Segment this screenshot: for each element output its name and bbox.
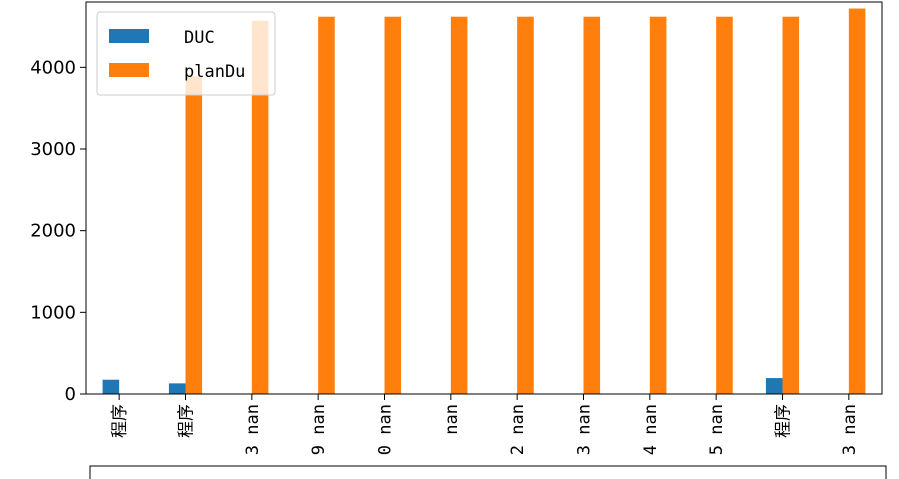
x-tick-label: 程序 bbox=[774, 404, 794, 438]
bar-plandu-8 bbox=[649, 16, 667, 394]
y-tick-label: 1000 bbox=[30, 302, 76, 323]
x-tick-label: 3 nan bbox=[840, 404, 860, 455]
bar-plandu-1 bbox=[185, 76, 203, 395]
bar-plandu-11 bbox=[848, 8, 866, 395]
x-tick-label: nan bbox=[442, 404, 462, 435]
y-tick-label: 4000 bbox=[30, 57, 76, 78]
bar-plandu-7 bbox=[583, 16, 601, 394]
legend-label-duc: DUC bbox=[184, 28, 215, 48]
bar-duc-10 bbox=[765, 378, 783, 394]
bar-plandu-2 bbox=[251, 20, 269, 395]
bars-group bbox=[102, 8, 866, 395]
x-tick-label: 3 nan bbox=[243, 404, 263, 455]
plot-frame bbox=[85, 1, 883, 395]
bar-duc-0 bbox=[102, 379, 120, 394]
x-tick-label: 0 nan bbox=[376, 404, 396, 455]
bar-plandu-10 bbox=[782, 16, 800, 394]
x-tick-label: 2 nan bbox=[508, 404, 528, 455]
legend-swatch-duc bbox=[109, 29, 149, 43]
x-tick-label: 4 nan bbox=[641, 404, 661, 455]
x-tick-label: 程序 bbox=[177, 404, 197, 438]
legend-swatch-plandu bbox=[109, 63, 149, 77]
x-tick-label: 3 nan bbox=[575, 404, 595, 455]
bar-plandu-6 bbox=[517, 16, 534, 394]
legend-label-plandu: planDu bbox=[184, 62, 245, 82]
legend: DUC planDu bbox=[96, 11, 276, 96]
x-tick-label: 9 nan bbox=[309, 404, 329, 455]
x-tick-label: 5 nan bbox=[707, 404, 727, 455]
x-tick-label: 程序 bbox=[110, 404, 130, 438]
bar-plandu-5 bbox=[450, 16, 468, 394]
bar-plandu-9 bbox=[716, 16, 733, 394]
y-tick-label: 3000 bbox=[30, 139, 76, 160]
bar-plandu-3 bbox=[318, 16, 335, 394]
x-axis: 程序 程序 3 nan 9 nan 0 nan nan 2 nan 3 nan 4 nan 5 n… bbox=[110, 394, 860, 455]
bar-plandu-4 bbox=[384, 16, 402, 394]
legend-box bbox=[96, 11, 276, 96]
y-axis: 0 1000 2000 3000 4000 bbox=[30, 57, 86, 405]
bar-duc-1 bbox=[168, 383, 186, 394]
y-tick-label: 0 bbox=[65, 384, 76, 405]
y-tick-label: 2000 bbox=[30, 221, 76, 242]
lower-box-edge bbox=[89, 465, 887, 479]
